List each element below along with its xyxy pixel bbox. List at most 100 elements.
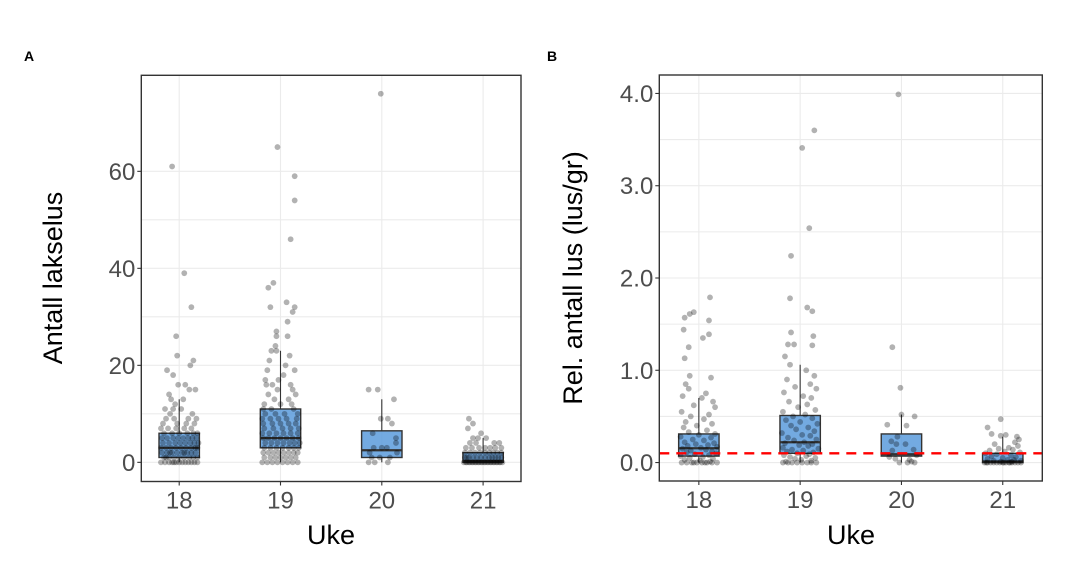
data-point [266,430,273,437]
data-point [686,455,693,461]
data-point [186,454,193,461]
data-point [787,454,793,460]
data-point [1016,436,1022,443]
data-point [190,430,197,437]
data-point [463,459,470,466]
data-point [461,449,468,456]
data-point [167,449,173,456]
data-point [158,459,164,466]
panel-b-x-axis: 18 19 20 21 [685,481,1016,514]
data-point [267,444,274,451]
data-point [260,406,267,412]
panel-a-y-axis-title: Antall lakselus [38,192,68,365]
data-point [782,353,788,360]
data-point [897,384,904,391]
data-point [178,406,185,412]
data-point [712,431,718,437]
y-tick-label: 60 [109,159,136,186]
data-point [696,457,703,464]
data-point [170,372,177,378]
data-point [984,455,991,462]
data-point [815,445,822,452]
data-point [893,441,900,447]
data-point [159,435,165,441]
data-point [813,459,820,466]
data-point [987,459,994,466]
data-point [467,459,473,466]
data-point [478,459,484,466]
data-point [275,415,282,422]
data-point [365,386,372,393]
data-point [274,459,281,466]
data-point [272,410,279,417]
data-point [262,376,269,383]
data-point [496,440,503,446]
data-point [467,449,473,456]
data-point [679,445,686,452]
data-point [811,372,818,379]
data-point [910,446,917,453]
box-body [779,414,822,455]
data-point [896,459,903,466]
box-19 [259,350,302,463]
data-point [277,401,284,408]
data-point [695,431,702,438]
data-point [291,173,298,180]
data-point [270,279,277,286]
data-point [984,459,991,466]
panel-b-boxes [677,364,1024,464]
data-point [908,458,915,465]
data-point [282,454,289,461]
data-point [378,444,385,451]
data-point [780,444,786,451]
data-point [174,449,181,456]
data-point [710,455,716,462]
data-point [680,424,687,431]
data-point [1015,459,1021,466]
data-point [791,341,797,348]
data-point [796,442,803,448]
data-point [195,440,202,446]
data-point [185,435,192,441]
data-point [470,420,476,427]
data-point [285,444,292,451]
data-point [494,459,501,466]
data-point [491,459,498,466]
data-point [265,435,272,441]
data-point [705,442,711,448]
box-18 [158,399,201,463]
data-point [184,449,191,456]
data-point [686,372,693,379]
data-point [711,440,717,447]
data-point [460,459,467,466]
data-point [191,420,198,427]
data-point [707,294,713,301]
data-point [271,435,278,441]
data-point [366,449,373,456]
data-point [1005,444,1012,451]
data-point [703,390,709,397]
data-point [1013,454,1019,460]
data-point [275,449,282,456]
data-point [477,449,483,456]
data-point [475,459,481,466]
data-point [288,401,295,408]
data-point [274,386,281,393]
data-point [191,440,198,446]
data-point [810,333,817,340]
data-point [709,459,715,466]
data-point [172,440,179,446]
data-point [377,90,384,97]
data-point [497,459,504,466]
data-point [291,304,298,311]
data-point [681,314,688,321]
data-point [291,367,298,374]
data-point [911,459,918,466]
data-point [498,454,505,461]
data-point [809,415,816,422]
data-point [682,381,689,388]
data-point [169,449,176,456]
panel-b-y-axis: 0.0 1.0 2.0 3.0 4.0 [620,81,660,477]
data-point [484,459,491,466]
data-point [785,434,791,441]
